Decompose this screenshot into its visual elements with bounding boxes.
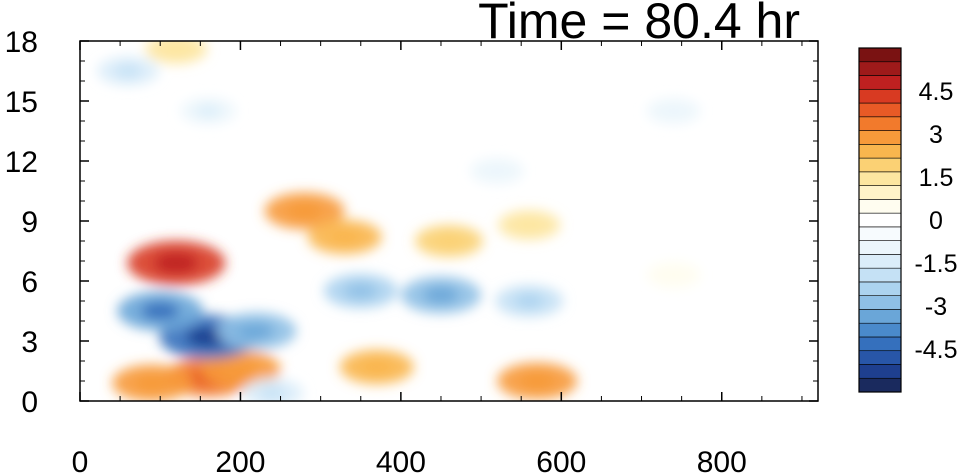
colorbar-cell xyxy=(858,281,902,296)
contour-field xyxy=(97,41,701,401)
x-axis: 0 200 400 600 800 xyxy=(72,41,803,473)
contour-core xyxy=(433,233,465,249)
colorbar-cell xyxy=(858,377,902,393)
contour-core xyxy=(360,359,394,375)
colorbar-cell xyxy=(858,212,902,228)
colorbar-cell xyxy=(858,240,902,255)
colorbar-cell xyxy=(858,199,902,214)
colorbar-cell xyxy=(858,364,902,379)
y-tick-label: 15 xyxy=(5,86,38,119)
colorbar-cell xyxy=(858,185,902,200)
colorbar-cell xyxy=(858,144,902,159)
colorbar-frame xyxy=(858,47,902,393)
x-tick-label: 0 xyxy=(72,446,89,473)
colorbar-cell xyxy=(858,88,902,104)
contour-core xyxy=(238,322,275,340)
colorbar-label: -4.5 xyxy=(914,336,957,364)
colorbar-cell xyxy=(858,322,902,338)
colorbar-cell xyxy=(858,309,902,324)
contour-core xyxy=(422,286,459,304)
colorbar-cell xyxy=(858,267,902,283)
contour-core xyxy=(485,165,510,177)
y-tick-label: 18 xyxy=(5,26,38,59)
x-tick-label: 600 xyxy=(536,446,586,473)
colorbar-label: -1.5 xyxy=(914,250,957,278)
colorbar-cell xyxy=(858,254,902,269)
colorbar-label: 3 xyxy=(929,121,943,149)
contour-core xyxy=(258,386,287,400)
colorbar-cell xyxy=(858,116,902,131)
colorbar-cell xyxy=(858,130,902,145)
contour-core xyxy=(515,218,544,232)
y-tick-label: 0 xyxy=(21,386,38,419)
contour-core xyxy=(114,64,143,78)
contour-core xyxy=(286,202,323,220)
colorbar-label: 4.5 xyxy=(919,78,954,106)
colorbar-cell xyxy=(858,336,902,352)
y-axis: 0 3 6 9 12 15 18 xyxy=(5,26,818,419)
contour-core xyxy=(154,252,199,274)
contour-core xyxy=(661,105,686,117)
contour-core xyxy=(328,229,362,245)
contour-core xyxy=(661,269,686,281)
contour-core xyxy=(344,283,378,299)
colorbar-cell xyxy=(858,350,902,365)
x-tick-label: 200 xyxy=(215,446,265,473)
colorbar-cell xyxy=(858,61,902,76)
contour-core xyxy=(222,360,259,378)
x-tick-label: 400 xyxy=(376,446,426,473)
y-tick-label: 3 xyxy=(21,326,38,359)
contour-core xyxy=(134,374,171,392)
contour-core xyxy=(513,293,545,309)
contour-core xyxy=(162,42,191,56)
colorbar-cell xyxy=(858,102,902,118)
contour-core xyxy=(140,302,180,320)
y-tick-label: 9 xyxy=(21,206,38,239)
colorbar-cell xyxy=(858,157,902,173)
colorbar-label: 1.5 xyxy=(919,164,954,192)
colorbar-label: 0 xyxy=(929,207,943,235)
colorbar: 4.5 3 1.5 0 -1.5 -3 -4.5 xyxy=(858,47,958,393)
y-tick-label: 12 xyxy=(5,146,38,179)
colorbar-cell xyxy=(858,295,902,310)
contour-core xyxy=(195,104,221,118)
colorbar-cell xyxy=(858,47,902,63)
colorbar-cell xyxy=(858,171,902,186)
colorbar-cell xyxy=(858,75,902,90)
colorbar-cell xyxy=(858,226,902,241)
x-tick-label: 800 xyxy=(697,446,747,473)
colorbar-label: -3 xyxy=(925,293,947,321)
y-tick-label: 6 xyxy=(21,266,38,299)
contour-core xyxy=(519,372,556,390)
